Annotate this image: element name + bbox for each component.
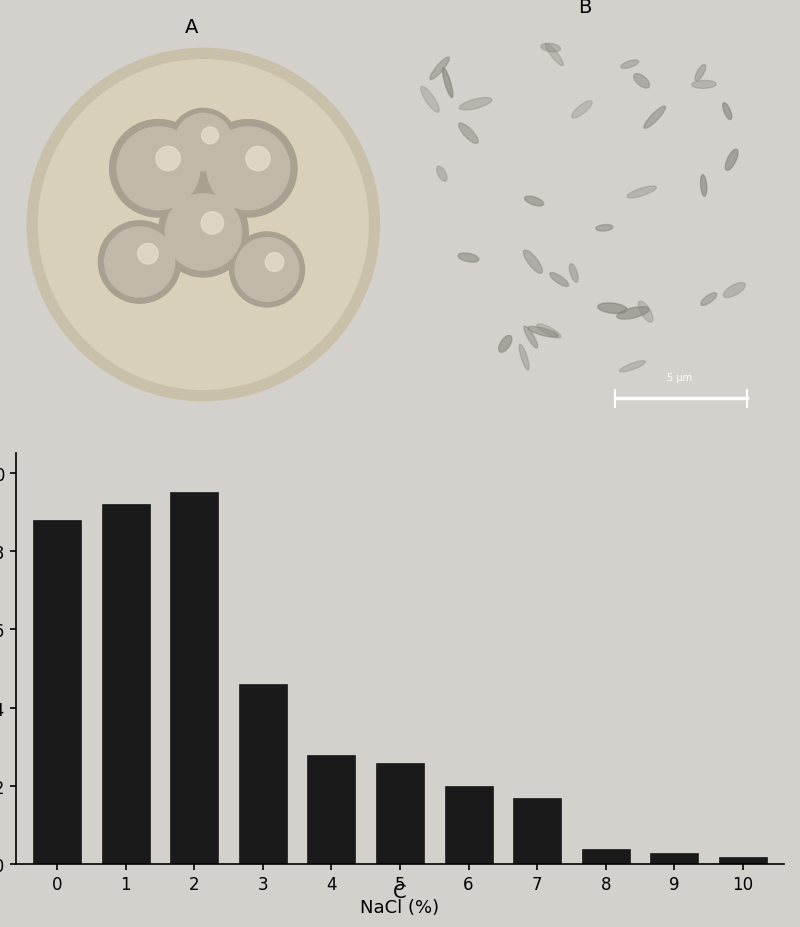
Bar bbox=[513, 798, 561, 865]
Text: A: A bbox=[185, 18, 198, 36]
X-axis label: NaCl (%): NaCl (%) bbox=[361, 898, 439, 917]
Ellipse shape bbox=[572, 102, 592, 119]
Ellipse shape bbox=[722, 104, 732, 121]
Circle shape bbox=[235, 238, 299, 302]
Ellipse shape bbox=[598, 303, 627, 314]
Ellipse shape bbox=[634, 74, 650, 89]
Ellipse shape bbox=[617, 308, 649, 320]
Ellipse shape bbox=[519, 345, 529, 371]
Circle shape bbox=[174, 114, 232, 171]
Circle shape bbox=[98, 222, 181, 304]
Ellipse shape bbox=[537, 324, 561, 338]
Ellipse shape bbox=[546, 44, 563, 67]
Circle shape bbox=[110, 121, 207, 218]
Ellipse shape bbox=[644, 107, 666, 129]
Ellipse shape bbox=[619, 362, 646, 373]
Circle shape bbox=[117, 128, 200, 210]
Circle shape bbox=[207, 128, 290, 210]
Bar bbox=[582, 849, 630, 865]
Ellipse shape bbox=[541, 44, 561, 53]
Ellipse shape bbox=[723, 284, 746, 298]
Bar bbox=[170, 493, 218, 865]
Text: B: B bbox=[578, 0, 591, 17]
Circle shape bbox=[265, 253, 284, 272]
Circle shape bbox=[170, 109, 237, 177]
Ellipse shape bbox=[528, 327, 558, 337]
Bar bbox=[307, 755, 355, 865]
Ellipse shape bbox=[523, 251, 542, 274]
Bar bbox=[239, 684, 287, 865]
Ellipse shape bbox=[550, 273, 569, 287]
Ellipse shape bbox=[638, 302, 653, 323]
Bar bbox=[376, 763, 424, 865]
Ellipse shape bbox=[726, 150, 738, 171]
Ellipse shape bbox=[458, 254, 479, 263]
Ellipse shape bbox=[525, 197, 543, 207]
Ellipse shape bbox=[695, 66, 706, 82]
Text: C: C bbox=[393, 883, 407, 902]
Text: 5 μm: 5 μm bbox=[666, 373, 692, 382]
Ellipse shape bbox=[692, 82, 716, 89]
Ellipse shape bbox=[459, 98, 492, 111]
Circle shape bbox=[38, 60, 368, 390]
Ellipse shape bbox=[701, 175, 706, 197]
Ellipse shape bbox=[458, 124, 478, 145]
Bar bbox=[719, 857, 767, 865]
Circle shape bbox=[158, 188, 248, 278]
Ellipse shape bbox=[442, 69, 453, 98]
Ellipse shape bbox=[437, 167, 447, 182]
Ellipse shape bbox=[524, 327, 538, 349]
Ellipse shape bbox=[498, 337, 512, 353]
Circle shape bbox=[202, 128, 218, 145]
Ellipse shape bbox=[570, 264, 578, 283]
Bar bbox=[33, 520, 81, 865]
Circle shape bbox=[199, 121, 297, 218]
Ellipse shape bbox=[596, 225, 613, 232]
Circle shape bbox=[138, 244, 158, 265]
Bar bbox=[445, 786, 493, 865]
Ellipse shape bbox=[621, 61, 638, 70]
Circle shape bbox=[230, 233, 305, 308]
Circle shape bbox=[246, 147, 270, 171]
Circle shape bbox=[27, 49, 379, 401]
Circle shape bbox=[105, 228, 174, 298]
Circle shape bbox=[165, 195, 242, 271]
Ellipse shape bbox=[430, 57, 450, 81]
Circle shape bbox=[201, 212, 223, 235]
Ellipse shape bbox=[421, 87, 439, 113]
Bar bbox=[650, 853, 698, 865]
Circle shape bbox=[156, 147, 180, 171]
Bar bbox=[102, 504, 150, 865]
Ellipse shape bbox=[627, 187, 657, 198]
Ellipse shape bbox=[701, 294, 717, 306]
